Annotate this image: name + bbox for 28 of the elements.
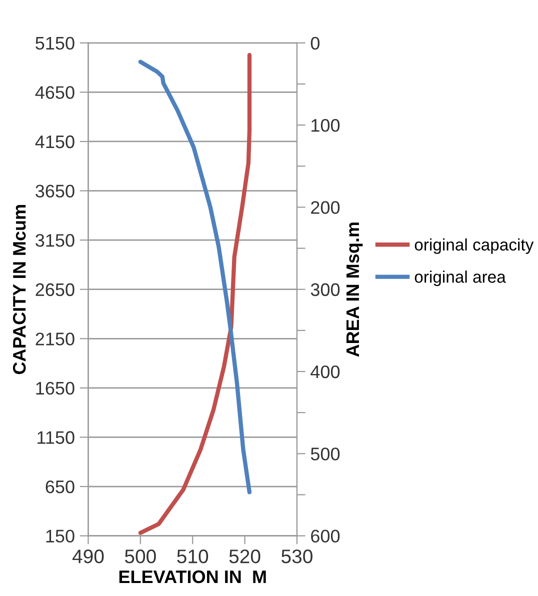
y-tick-label: 150: [46, 530, 74, 543]
y2-axis-title: AREA IN Msq.m: [346, 222, 363, 357]
y-tick-label: 2650: [36, 283, 74, 296]
x-tick-label: 500: [124, 550, 156, 564]
y2-tick-label: 0: [310, 36, 320, 50]
y2-tick-label: 300: [310, 283, 340, 296]
y2-tick-label: 100: [312, 118, 340, 132]
y-tick-label: 2150: [36, 332, 74, 346]
y2-tick-label: 600: [311, 530, 340, 543]
x-tick-label: 510: [177, 550, 208, 564]
y-tick-label: 5150: [36, 36, 74, 50]
y-tick-label: 4650: [35, 86, 74, 99]
y-tick-label: 4150: [35, 135, 74, 148]
x-tick-label: 530: [282, 550, 312, 564]
y2-tick-label: 400: [310, 365, 340, 378]
y-tick-label: 1650: [36, 382, 74, 395]
legend-label: original capacity: [414, 238, 534, 254]
x-tick-label: 520: [229, 550, 260, 564]
y-tick-label: 3650: [36, 184, 74, 198]
y-tick-label: 1150: [38, 431, 74, 444]
legend-label: original area: [414, 270, 506, 286]
y-axis-title: CAPACITY IN Mcum: [12, 205, 26, 374]
y-tick-label: 3150: [36, 234, 74, 247]
x-axis-title: ELEVATION IN M: [119, 570, 266, 584]
x-tick-label: 490: [72, 550, 104, 564]
y2-tick-label: 200: [311, 201, 340, 214]
y-tick-label: 650: [46, 480, 74, 494]
y2-tick-label: 500: [310, 448, 340, 460]
